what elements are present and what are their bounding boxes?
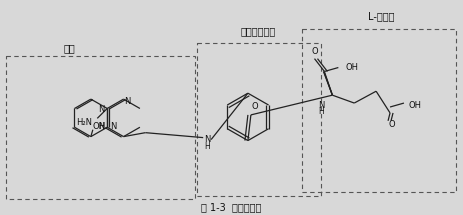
Bar (197, 43, 321, 196)
Text: H₂N: H₂N (76, 118, 92, 127)
Text: OH: OH (409, 101, 422, 109)
Text: O: O (389, 120, 395, 129)
Text: 图 1-3  叶酸的结构: 图 1-3 叶酸的结构 (201, 202, 261, 212)
Text: 对氨基苯甲酸: 对氨基苯甲酸 (240, 26, 275, 36)
Text: O: O (252, 101, 258, 111)
Text: O: O (311, 47, 318, 56)
Text: H: H (204, 142, 210, 151)
Text: 蝶呤: 蝶呤 (63, 43, 75, 53)
Text: N: N (318, 101, 325, 109)
Text: OH: OH (93, 122, 106, 131)
Text: N: N (125, 97, 131, 106)
Text: L-谷氨酸: L-谷氨酸 (368, 11, 394, 21)
Text: N: N (98, 122, 104, 131)
Text: N: N (110, 122, 117, 131)
Text: H: H (319, 108, 325, 117)
Bar (6, 56, 195, 199)
Text: N: N (204, 135, 211, 144)
Text: OH: OH (345, 63, 358, 72)
Text: N: N (98, 105, 104, 114)
Bar (301, 29, 456, 192)
